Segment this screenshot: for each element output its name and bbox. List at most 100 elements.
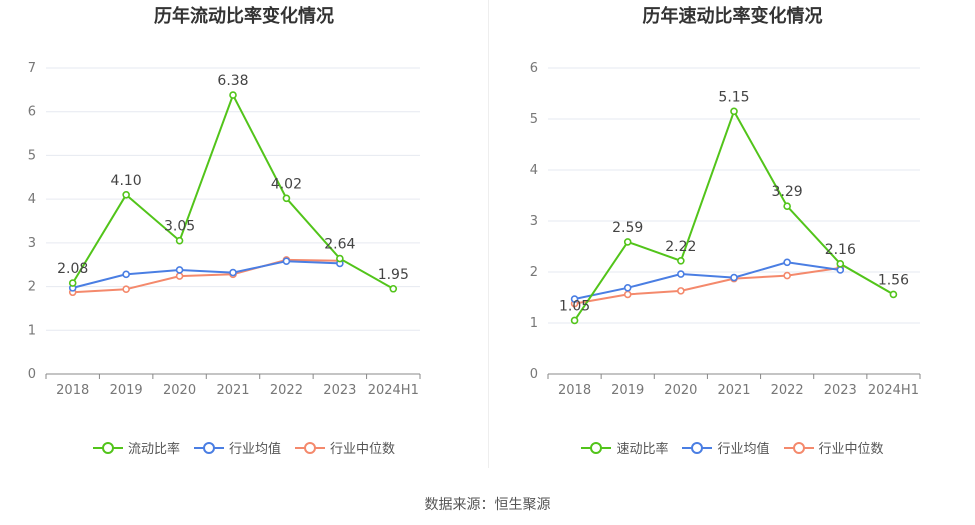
y-tick-label: 3 [28, 236, 36, 251]
x-tick-label: 2020 [163, 383, 196, 398]
data-point [122, 285, 130, 293]
series-line [574, 261, 841, 300]
y-tick-label: 7 [28, 61, 36, 76]
legend-swatch-icon [783, 441, 814, 455]
x-tick-label: 2021 [717, 383, 750, 398]
chart-legend: 流动比率 行业均值 行业中位数 [0, 438, 488, 457]
legend-swatch-icon [193, 441, 224, 455]
legend-label: 行业中位数 [330, 442, 396, 457]
x-tick-label: 2022 [270, 383, 303, 398]
legend-item[interactable]: 速动比率 [581, 438, 668, 457]
x-tick-label: 2022 [771, 383, 804, 398]
data-point [68, 279, 77, 287]
x-tick-label: 2019 [110, 383, 143, 398]
data-point [836, 260, 845, 268]
data-label: 2.08 [57, 261, 88, 277]
x-tick-label: 2021 [216, 383, 249, 398]
x-tick-label: 2018 [56, 383, 89, 398]
data-point [783, 271, 791, 280]
data-label: 6.38 [217, 73, 248, 89]
data-point [229, 91, 237, 99]
series-line [72, 258, 340, 294]
data-point [336, 254, 344, 263]
data-point [677, 287, 685, 295]
y-tick-label: 2 [530, 265, 538, 280]
x-tick-label: 2023 [323, 383, 356, 398]
data-point [730, 273, 738, 282]
x-tick-label: 2024H1 [368, 383, 419, 398]
x-tick-label: 2019 [611, 383, 644, 398]
data-label: 4.10 [111, 173, 142, 189]
quick-ratio-chart: 0 1 2 3 4 5 6 2018 2019 2020 2021 2022 2023 2024H1 1.0… [530, 61, 921, 398]
series-line [71, 92, 394, 290]
legend-item[interactable]: 流动比率 [92, 438, 180, 457]
data-point [229, 268, 237, 277]
data-label: 4.02 [271, 176, 302, 192]
legend-item[interactable]: 行业均值 [193, 438, 281, 457]
data-point [175, 236, 184, 245]
series-line [72, 260, 340, 289]
data-point [783, 202, 791, 211]
data-point [730, 107, 738, 116]
data-label: 2.22 [665, 239, 696, 255]
chart-title: 历年流动比率变化情况 [154, 6, 334, 27]
legend-item[interactable]: 行业中位数 [295, 438, 395, 457]
y-tick-label: 6 [28, 105, 36, 120]
legend-label: 流动比率 [127, 442, 180, 457]
data-point [122, 270, 130, 279]
y-tick-label: 4 [28, 192, 36, 207]
legend-swatch-icon [92, 441, 123, 455]
data-label: 2.16 [825, 242, 856, 258]
data-point [889, 290, 898, 299]
x-tick-label: 2024H1 [868, 383, 919, 398]
data-point [389, 284, 398, 293]
data-point [175, 272, 184, 280]
y-tick-label: 3 [530, 214, 538, 229]
data-point [836, 266, 845, 274]
x-tick-label: 2023 [824, 383, 857, 398]
left-chart-panel: 历年流动比率变化情况 0 1 2 3 4 5 6 7 2018 2019 2020 2021 2022 2… [0, 0, 488, 470]
chart-title: 历年速动比率变化情况 [642, 6, 823, 27]
legend-label: 行业均值 [717, 442, 770, 457]
y-tick-label: 5 [28, 148, 36, 163]
data-point [677, 256, 685, 265]
legend-label: 速动比率 [616, 442, 669, 457]
chart-legend: 速动比率 行业均值 行业中位数 [490, 438, 975, 457]
data-source-note: 数据来源：恒生聚源 [424, 497, 551, 513]
x-tick-label: 2018 [558, 383, 591, 398]
data-point [677, 270, 685, 278]
data-point [282, 257, 291, 266]
data-point [175, 266, 184, 274]
data-point [570, 295, 579, 303]
y-tick-label: 5 [530, 112, 538, 127]
data-label: 1.56 [878, 272, 909, 288]
data-label: 2.59 [612, 220, 643, 236]
legend-label: 行业中位数 [818, 442, 884, 457]
y-tick-label: 0 [28, 367, 36, 382]
legend-swatch-icon [581, 441, 612, 455]
data-point [623, 290, 632, 299]
data-point [282, 194, 291, 203]
legend-item[interactable]: 行业中位数 [783, 438, 884, 457]
data-label: 2.64 [324, 237, 355, 253]
legend-swatch-icon [682, 441, 713, 455]
y-tick-label: 1 [530, 316, 538, 331]
data-label: 3.29 [772, 184, 803, 200]
data-point [783, 258, 791, 267]
series-line [574, 266, 841, 305]
data-point [122, 190, 130, 199]
data-point [623, 284, 632, 292]
x-tick-label: 2020 [664, 383, 697, 398]
right-chart-panel: 历年速动比率变化情况 0 1 2 3 4 5 6 2018 2019 2020 2021 2022 20… [490, 0, 975, 470]
data-label: 5.15 [718, 89, 749, 105]
y-tick-label: 2 [28, 280, 36, 295]
data-label: 1.95 [378, 267, 409, 283]
y-tick-label: 4 [530, 163, 538, 178]
legend-label: 行业均值 [228, 442, 281, 457]
y-tick-label: 6 [530, 61, 538, 76]
data-label: 1.05 [559, 298, 590, 314]
data-point [623, 238, 632, 246]
legend-item[interactable]: 行业均值 [682, 438, 770, 457]
data-label: 3.05 [164, 219, 195, 235]
data-point [570, 316, 579, 325]
